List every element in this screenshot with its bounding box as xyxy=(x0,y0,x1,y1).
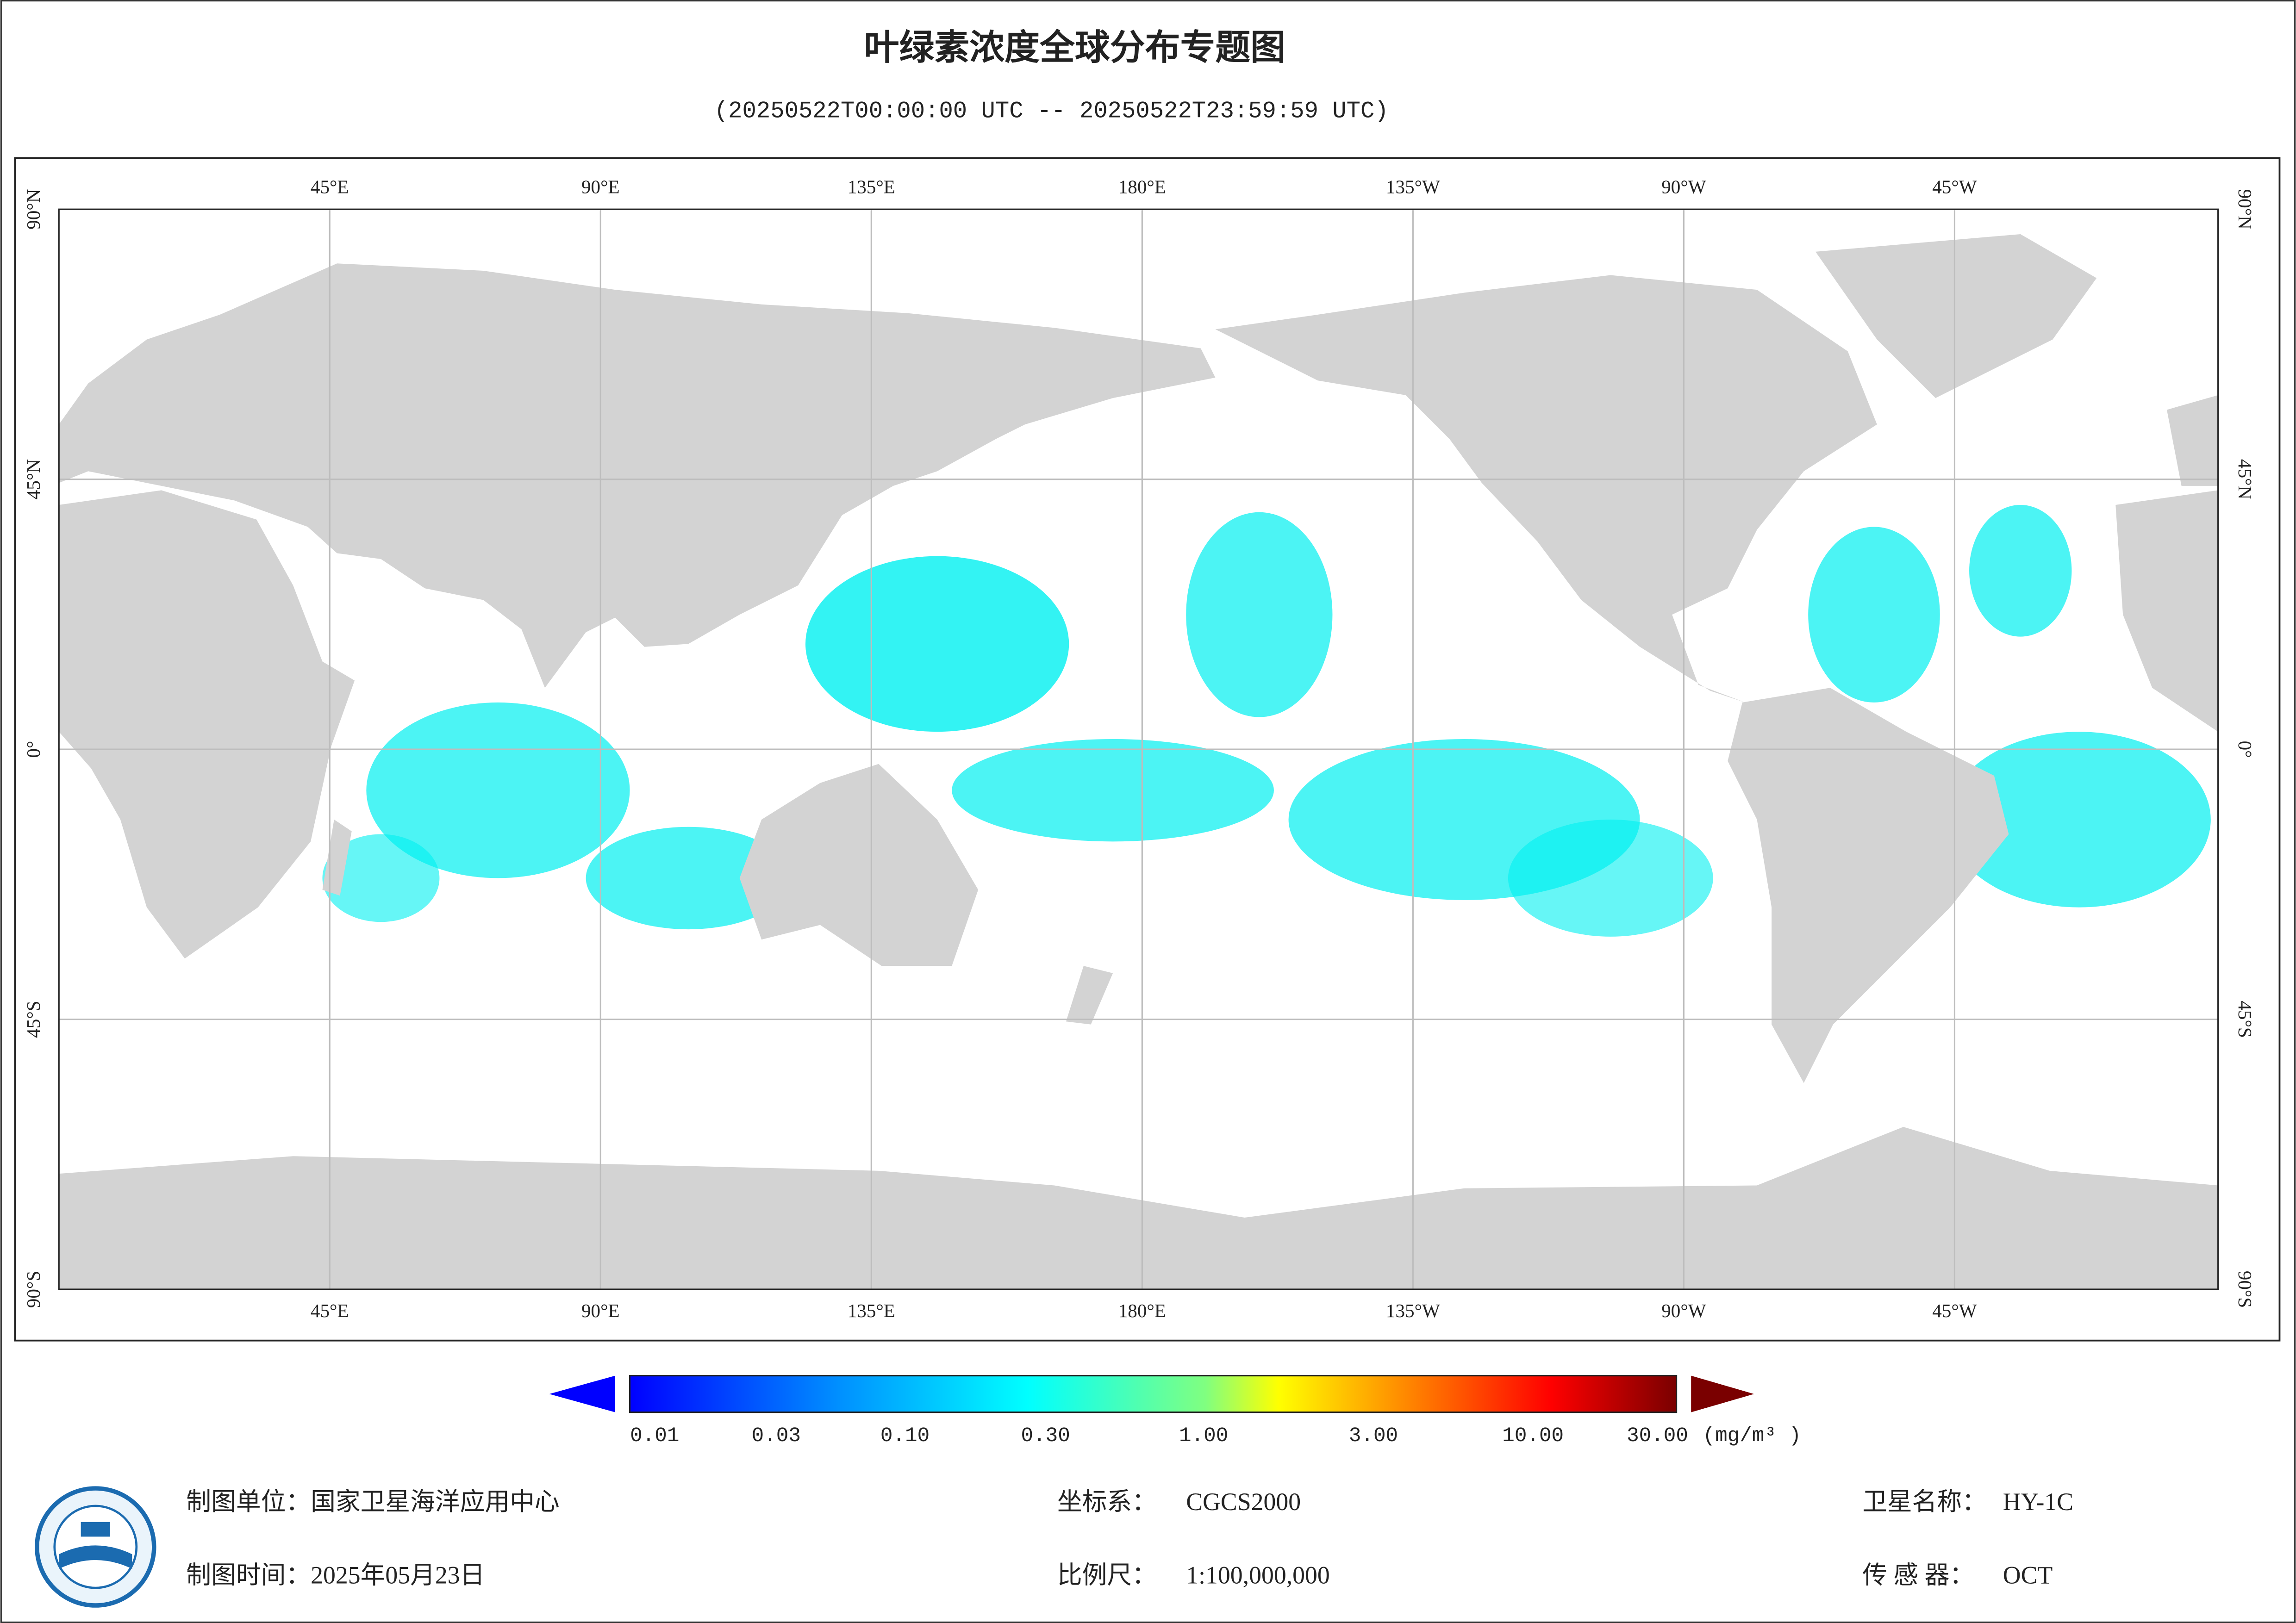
latitude-label-right: 0° xyxy=(2234,741,2256,758)
latitude-label-left: 0° xyxy=(23,741,44,758)
producer-label: 制图单位： xyxy=(186,1488,311,1516)
latitude-label-right: 45°N xyxy=(2234,459,2256,499)
longitude-label-bottom: 90°W xyxy=(1661,1300,1706,1321)
colorbar-label: 0.01 xyxy=(630,1424,679,1448)
colorbar-high-arrow xyxy=(1691,1375,1754,1412)
date-label: 制图时间： xyxy=(186,1561,311,1589)
crs-value: CGCS2000 xyxy=(1186,1488,1301,1516)
latitude-label-left: 45°S xyxy=(23,1001,44,1038)
map-border xyxy=(58,208,2219,1290)
map-area xyxy=(59,209,2218,1289)
longitude-label-bottom: 45°W xyxy=(1932,1300,1977,1321)
colorbar-label: 10.00 xyxy=(1502,1424,1564,1448)
land xyxy=(59,234,2218,1289)
colorbar-unit: (mg/m³ ) xyxy=(1703,1424,1802,1448)
title: 叶绿素浓度全球分布专题图 xyxy=(864,27,1286,68)
scale-value: 1:100,000,000 xyxy=(1186,1561,1330,1589)
longitude-label-bottom: 180°E xyxy=(1118,1300,1166,1321)
latitude-label-left: 45°N xyxy=(23,459,44,499)
colorbar-label: 30.00 xyxy=(1627,1424,1688,1448)
date-value: 2025年05月23日 xyxy=(311,1561,485,1589)
longitude-label-top: 45°W xyxy=(1932,176,1977,197)
colorbar-label: 1.00 xyxy=(1179,1424,1228,1448)
latitude-label-left: 90°S xyxy=(23,1271,44,1308)
longitude-label-bottom: 90°E xyxy=(581,1300,620,1321)
longitude-label-bottom: 135°E xyxy=(848,1300,895,1321)
latitude-label-right: 90°S xyxy=(2234,1271,2256,1308)
producer-value: 国家卫星海洋应用中心 xyxy=(311,1488,560,1516)
colorbar xyxy=(629,1374,1678,1413)
longitude-label-top: 45°E xyxy=(311,176,349,197)
graticule xyxy=(59,209,2218,1289)
satellite-label: 卫星名称： xyxy=(1862,1488,1987,1516)
satellite-value: HY-1C xyxy=(2003,1488,2073,1516)
longitude-label-top: 90°W xyxy=(1661,176,1706,197)
longitude-label-bottom: 135°W xyxy=(1386,1300,1440,1321)
latitude-label-left: 90°N xyxy=(23,189,44,230)
scale-label: 比例尺： xyxy=(1057,1561,1157,1589)
colorbar-label: 0.10 xyxy=(880,1424,930,1448)
colorbar-label: 0.30 xyxy=(1021,1424,1070,1448)
colorbar-low-arrow xyxy=(549,1375,615,1412)
map-frame xyxy=(14,157,2281,1342)
logo xyxy=(35,1486,156,1608)
longitude-label-bottom: 45°E xyxy=(311,1300,349,1321)
longitude-label-top: 135°E xyxy=(848,176,895,197)
subtitle: (20250522T00:00:00 UTC -- 20250522T23:59… xyxy=(714,99,1389,125)
longitude-label-top: 180°E xyxy=(1118,176,1166,197)
crs-label: 坐标系： xyxy=(1057,1488,1157,1516)
longitude-label-top: 135°W xyxy=(1386,176,1440,197)
latitude-label-right: 45°S xyxy=(2234,1001,2256,1038)
sensor-label: 传 感 器： xyxy=(1862,1561,1974,1589)
latitude-label-right: 90°N xyxy=(2234,189,2256,230)
chlorophyll-patches xyxy=(59,500,2211,937)
sensor-value: OCT xyxy=(2003,1561,2053,1589)
longitude-label-top: 90°E xyxy=(581,176,620,197)
colorbar-label: 3.00 xyxy=(1349,1424,1398,1448)
colorbar-label: 0.03 xyxy=(752,1424,801,1448)
